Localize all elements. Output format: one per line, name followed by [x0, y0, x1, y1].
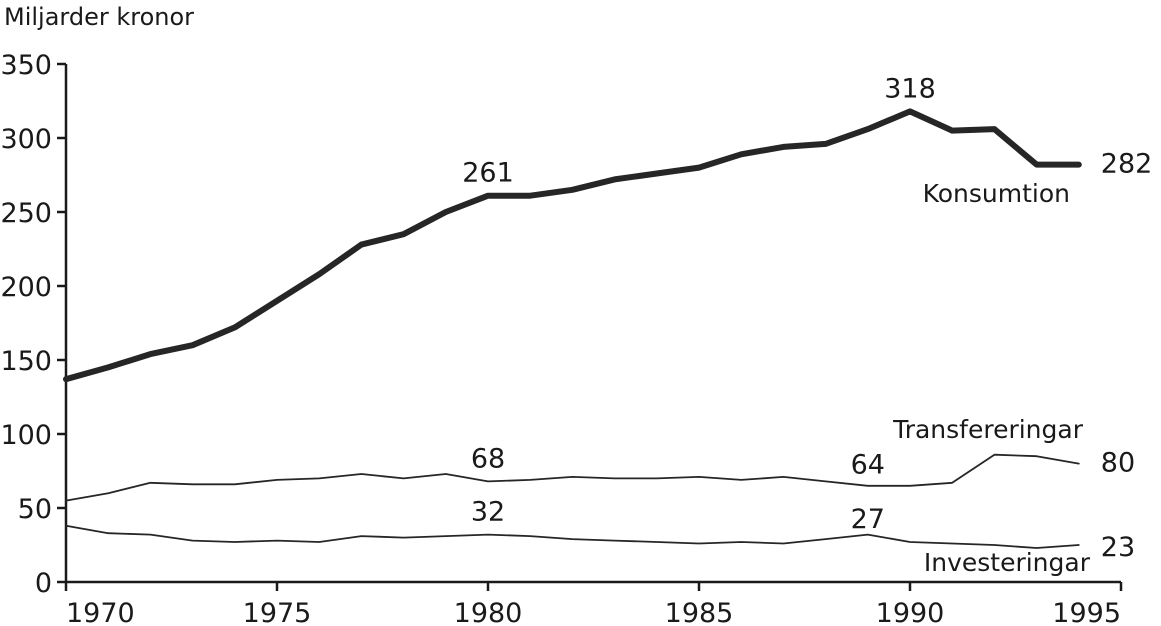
- annotations: 261 318 282 68 64 80 32 27 23 Konsumtion Transfere…: [462, 73, 1152, 577]
- y-tick-label: 250: [0, 198, 52, 229]
- y-tick-label: 350: [0, 50, 52, 81]
- data-label: 27: [851, 504, 885, 535]
- axis-ticks: 0 50 100 150 200 250 300 350 1970 1975 1980 1985 199…: [0, 50, 1123, 626]
- series-label: Transfereringar: [892, 415, 1084, 444]
- x-tick-label: 1985: [665, 598, 734, 626]
- y-tick-label: 100: [0, 420, 52, 451]
- x-tick-label: 1975: [243, 598, 312, 626]
- y-tick-label: 0: [35, 568, 52, 599]
- series-label: Investeringar: [924, 548, 1091, 577]
- y-tick-label: 300: [0, 124, 52, 155]
- data-label: 261: [462, 158, 514, 189]
- data-label: 32: [471, 497, 505, 528]
- series-label: Konsumtion: [923, 179, 1070, 208]
- data-label: 23: [1101, 532, 1135, 563]
- data-label: 64: [851, 449, 885, 480]
- series-line-transfereringar: [65, 453, 1080, 502]
- x-tick-label: 1980: [454, 598, 523, 626]
- data-label: 318: [884, 73, 936, 104]
- series-lines: [63, 108, 1082, 549]
- y-axis-unit-label: Miljarder kronor: [4, 3, 194, 31]
- series-line-investeringar: [65, 524, 1080, 549]
- x-tick-label: 1990: [876, 598, 945, 626]
- data-label: 80: [1101, 448, 1135, 479]
- y-tick-label: 200: [0, 272, 52, 303]
- data-label: 282: [1101, 149, 1153, 180]
- y-tick-label: 50: [18, 494, 52, 525]
- x-tick-label: 1970: [66, 598, 135, 626]
- y-tick-label: 150: [0, 346, 52, 377]
- x-tick-label: 1995: [1052, 598, 1121, 626]
- series-line-konsumtion: [63, 108, 1082, 383]
- data-label: 68: [471, 443, 505, 474]
